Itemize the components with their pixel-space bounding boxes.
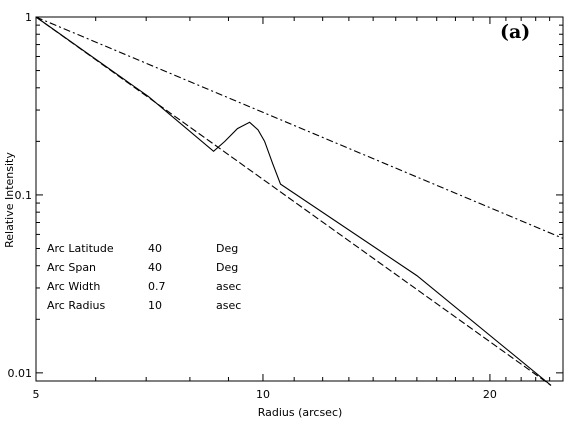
- x-axis: 5 10 20: [33, 17, 564, 401]
- y-tick-label: 1: [25, 11, 32, 24]
- x-axis-title: Radius (arcsec): [258, 406, 343, 419]
- series-group: [35, 16, 564, 386]
- param-value: 40: [148, 261, 162, 274]
- x-tick-label: 5: [33, 388, 40, 401]
- param-unit: Deg: [216, 242, 238, 255]
- series-line-solid: [35, 16, 552, 386]
- param-name: Arc Width: [47, 280, 100, 293]
- param-unit: asec: [216, 280, 241, 293]
- x-tick-label: 10: [256, 388, 270, 401]
- series-line-dash-dot: [35, 16, 564, 239]
- panel-label: (a): [500, 21, 530, 43]
- param-value: 0.7: [148, 280, 166, 293]
- plot-frame: [35, 16, 564, 382]
- param-name: Arc Span: [47, 261, 96, 274]
- x-tick-label: 20: [483, 388, 497, 401]
- series-line-dashed: [35, 16, 552, 386]
- param-unit: asec: [216, 299, 241, 312]
- y-axis: 1 0.1 0.01: [8, 11, 563, 382]
- param-value: 10: [148, 299, 162, 312]
- param-name: Arc Radius: [47, 299, 106, 312]
- arc-parameters: Arc Latitude 40 Deg Arc Span 40 Deg Arc …: [47, 242, 241, 312]
- y-tick-label: 0.01: [8, 367, 33, 380]
- param-name: Arc Latitude: [47, 242, 114, 255]
- param-value: 40: [148, 242, 162, 255]
- y-axis-title: Relative Intensity: [3, 152, 16, 248]
- y-tick-label: 0.1: [15, 189, 33, 202]
- param-unit: Deg: [216, 261, 238, 274]
